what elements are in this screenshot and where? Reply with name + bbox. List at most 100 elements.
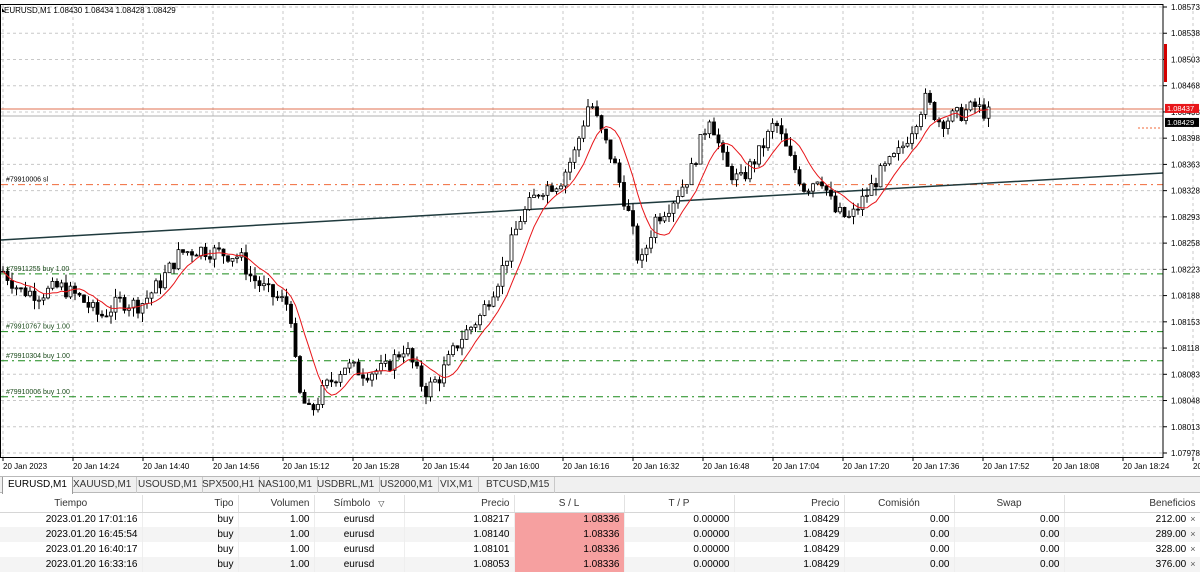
time-tick-label: 20 Jan 17:20 [843,462,890,471]
tab-usousd-m1[interactable]: USOUSD,M1 [133,477,204,493]
chart-tabs-bar: EURUSD,M1 XAUUSD,M1 USOUSD,M1 SPX500,H1 NAS1… [0,476,1200,494]
candle-bull [28,290,32,297]
trade-cell-s-l: 1.08336 [514,512,625,527]
chart-header-symbol: EURUSD,M1 1.08430 1.08434 1.08428 1.0842… [4,6,176,15]
tab-btcusd-m15[interactable]: BTCUSD,M15 [481,477,556,493]
candle-bear [55,280,59,288]
col-header[interactable]: Comisión [844,495,955,513]
price-tick-label: 1.08258 [1171,239,1200,248]
candle-bear [307,402,311,405]
trade-cell-volumen: 1.00 [238,542,315,557]
trade-cell-t-p: 0.00000 [624,542,735,557]
candle-bear [86,302,91,308]
candle-bull [815,181,820,185]
candle-bull [698,134,703,165]
candle-bear [397,354,401,358]
tab-vix-m1[interactable]: VIX,M1 [435,477,479,493]
chart-canvas[interactable]: 1.085731.085381.085031.084681.084331.083… [0,0,1200,476]
candle-bear [289,303,293,324]
candle-bear [217,247,221,250]
col-header[interactable]: S / L [514,495,625,513]
tab-spx500-h1[interactable]: SPX500,H1 [197,477,261,493]
tab-xauusd-m1[interactable]: XAUUSD,M1 [68,477,138,493]
col-header[interactable]: Swap [954,495,1065,513]
candle-bull [892,153,896,157]
col-header[interactable]: Tiempo [0,495,143,513]
candle-bull [986,106,991,119]
candle-bear [271,284,275,298]
candle-bear [194,254,199,257]
trade-row[interactable]: 2023.01.20 16:40:17 buy 1.00 eurusd 1.08101 1… [0,542,1200,557]
chart-menu-icon[interactable] [2,8,5,12]
tab-eurusd-m1[interactable]: EURUSD,M1 [2,477,73,494]
col-header[interactable]: Símbolo ▽ [314,495,405,513]
trade-cell-precio: 1.08429 [734,527,845,542]
candle-bull [460,338,464,349]
trade-row[interactable]: 2023.01.20 16:33:16 buy 1.00 eurusd 1.08053 1… [0,557,1200,572]
candle-bull [176,249,181,270]
candle-bull [509,234,514,262]
candle-bull [563,171,568,187]
candle-bear [608,139,613,160]
candle-bull [482,304,487,316]
trade-row[interactable]: 2023.01.20 16:45:54 buy 1.00 eurusd 1.08140 1… [0,527,1200,542]
candle-bull [887,156,892,165]
candle-bull [347,362,352,369]
time-tick-label: 20 Jan 16:48 [703,462,750,471]
tab-nas100-m1[interactable]: NAS100,M1 [253,477,318,493]
sort-icon[interactable]: ▽ [378,498,385,508]
candle-bull [964,109,968,121]
trade-cell-comisi-n: 0.00 [844,512,955,527]
candle-bear [203,246,208,257]
trade-cell-tiempo: 2023.01.20 16:40:17 [0,542,143,557]
price-chart[interactable]: 1.085731.085381.085031.084681.084331.083… [0,0,1200,476]
close-position-icon[interactable]: × [1190,559,1196,569]
candle-bull [113,296,118,313]
candle-bear [334,381,338,384]
tab-usdbrl-m1[interactable]: USDBRL,M1 [312,477,381,493]
trade-cell-s-mbolo: eurusd [314,512,405,527]
candle-bear [820,181,824,187]
candle-bull [496,285,500,298]
col-header[interactable]: Precio [404,495,515,513]
candle-bull [680,186,685,197]
close-position-icon[interactable]: × [1190,544,1196,554]
candle-bull [379,363,383,372]
tab-us2000-m1[interactable]: US2000,M1 [375,477,439,493]
col-header[interactable]: Volumen [238,495,315,513]
candle-bear [356,361,361,376]
trend-line[interactable] [0,172,1164,241]
col-header[interactable]: Tipo [142,495,239,513]
col-header[interactable]: T / P [624,495,735,513]
close-position-icon[interactable]: × [1190,529,1196,539]
trade-cell-s-mbolo: eurusd [314,527,405,542]
candle-bull [950,110,955,122]
candle-bull [919,114,923,127]
candle-bull [977,104,982,107]
candle-bear [329,379,334,383]
candle-bear [104,315,109,318]
candle-bull [860,195,865,210]
candle-bull [230,258,235,262]
candle-bull [649,237,653,249]
price-tick-label: 1.08398 [1171,134,1200,143]
trade-cell-beneficios: 212.00 × [1064,512,1200,527]
candle-bull [851,208,856,217]
time-tick-label: 20 Jan 16:32 [633,462,680,471]
candle-bull [559,185,563,190]
candle-bull [545,185,550,196]
trade-cell-beneficios: 328.00 × [1064,542,1200,557]
trade-row[interactable]: 2023.01.20 17:01:16 buy 1.00 eurusd 1.08217 1… [0,512,1200,527]
col-header[interactable]: Beneficios [1064,495,1200,513]
candle-bull [428,381,433,398]
candle-bull [878,165,883,188]
close-position-icon[interactable]: × [1190,514,1196,525]
price-tick-label: 1.08153 [1171,318,1200,327]
col-header[interactable]: Precio [734,495,845,513]
candle-bear [631,210,635,227]
time-tick-label: 20 Jan 18:08 [1053,462,1100,471]
candle-bear [743,172,748,180]
candle-bull [527,197,532,210]
candle-bull [554,188,559,192]
candle-bear [208,256,212,260]
